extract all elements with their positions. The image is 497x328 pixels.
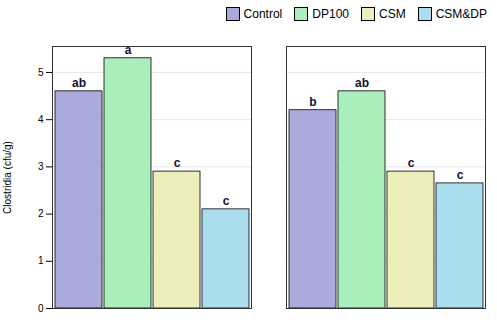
svg-text:c: c xyxy=(174,156,181,170)
html-text:CSM&DP: CSM&DP xyxy=(435,7,487,21)
svg-text:c: c xyxy=(408,156,415,170)
svg-text:1: 1 xyxy=(38,255,44,266)
svg-text:a: a xyxy=(125,43,132,57)
svg-text:0: 0 xyxy=(38,303,44,314)
svg-text:c: c xyxy=(223,194,230,208)
svg-text:b: b xyxy=(309,95,316,109)
svg-text:c: c xyxy=(457,168,464,182)
svg-text:ab: ab xyxy=(355,76,369,90)
svg-text:2: 2 xyxy=(38,208,44,219)
svg-text:3: 3 xyxy=(38,161,44,172)
svg-text:4: 4 xyxy=(38,114,44,125)
html-text:CSM: CSM xyxy=(379,7,406,21)
html-text:Control: Control xyxy=(243,7,283,21)
svg-text:5: 5 xyxy=(38,67,44,78)
svg-text:ab: ab xyxy=(72,76,86,90)
html-text:DP100: DP100 xyxy=(312,7,349,21)
svg-text:Clostridia (cfu/g): Clostridia (cfu/g) xyxy=(2,141,13,214)
